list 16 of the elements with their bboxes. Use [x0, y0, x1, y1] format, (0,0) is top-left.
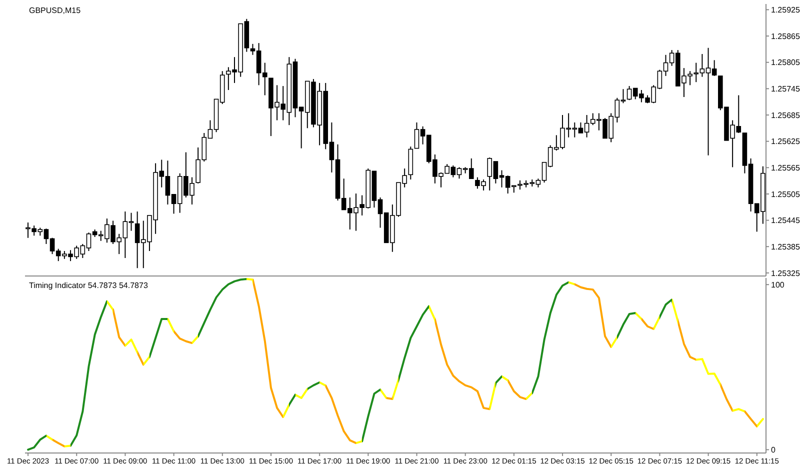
chart-title: Timing Indicator 54.7873 54.7873 — [29, 281, 148, 290]
y-tick-label: 1.25805 — [771, 58, 800, 68]
chart-title: GBPUSD,M15 — [29, 6, 81, 15]
y-tick-label: 1.25625 — [771, 137, 800, 146]
y-tick-label: 1.25445 — [771, 216, 800, 226]
y-tick-label: 0 — [771, 446, 776, 455]
y-tick-label: 1.25925 — [771, 6, 800, 15]
y-tick-label: 1.25385 — [771, 242, 800, 252]
y-tick-label: 100 — [771, 280, 785, 290]
y-tick-label: 1.25865 — [771, 32, 800, 41]
y-tick-label: 1.25565 — [771, 163, 800, 172]
line-series — [27, 278, 764, 451]
y-tick-label: 1.25325 — [771, 268, 800, 278]
y-tick-label: 1.25745 — [771, 84, 800, 94]
y-tick-label: 1.25505 — [771, 190, 800, 199]
y-tick-label: 1.25685 — [771, 110, 800, 120]
